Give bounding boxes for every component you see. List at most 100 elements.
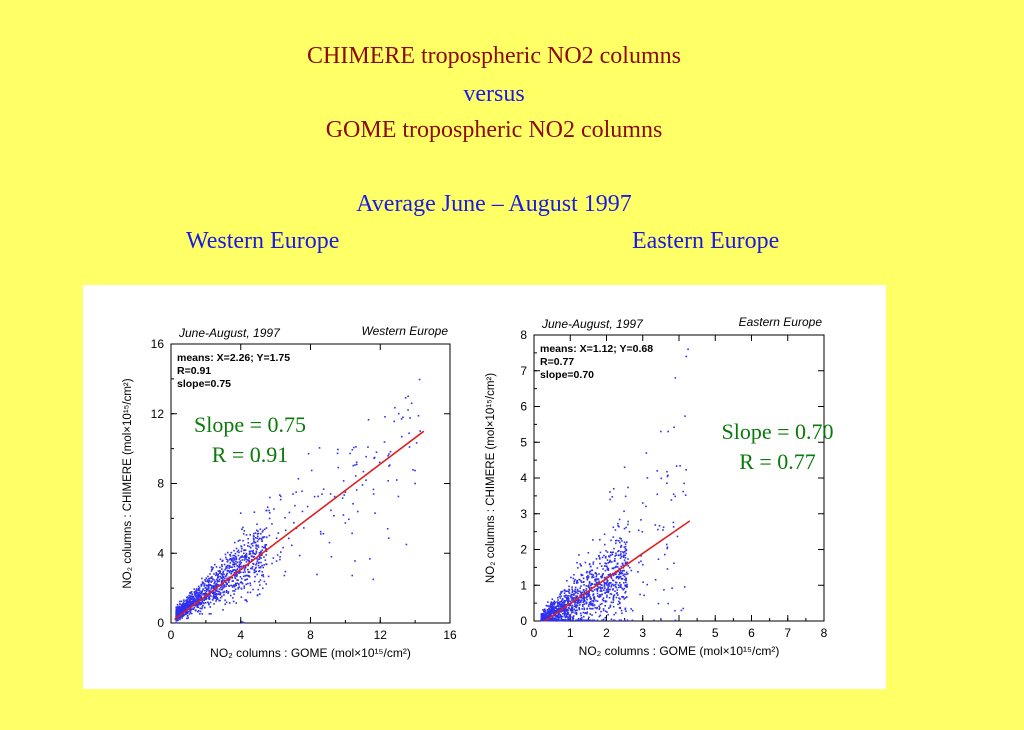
west-data-point bbox=[196, 600, 198, 602]
east-data-point bbox=[596, 589, 598, 591]
west-data-point bbox=[265, 563, 268, 566]
east-x-tick-label: 2 bbox=[603, 626, 610, 640]
west-data-point bbox=[214, 586, 216, 588]
east-data-point bbox=[548, 608, 550, 611]
east-data-point bbox=[620, 565, 622, 568]
east-data-point bbox=[587, 619, 589, 622]
east-data-point bbox=[598, 607, 601, 609]
west-data-point bbox=[227, 592, 229, 595]
west-period-label: June-August, 1997 bbox=[178, 326, 281, 340]
west-data-point bbox=[232, 590, 234, 592]
west-data-point bbox=[387, 480, 389, 482]
west-data-point bbox=[188, 613, 191, 615]
east-data-point bbox=[565, 597, 568, 599]
east-data-point bbox=[587, 551, 590, 554]
west-data-point bbox=[235, 547, 238, 550]
west-data-point bbox=[251, 545, 254, 547]
east-data-point bbox=[601, 576, 603, 578]
east-data-point bbox=[623, 550, 626, 553]
west-stats-line: means: X=2.26; Y=1.75 bbox=[177, 352, 290, 364]
west-data-point bbox=[232, 560, 234, 563]
west-data-point bbox=[202, 593, 204, 596]
east-data-point bbox=[575, 606, 578, 609]
west-data-point bbox=[202, 599, 204, 601]
east-data-point bbox=[567, 602, 569, 604]
west-data-point bbox=[255, 547, 257, 550]
east-data-point bbox=[586, 577, 589, 579]
west-data-point bbox=[197, 610, 200, 612]
west-data-point bbox=[215, 589, 217, 592]
west-data-point bbox=[236, 565, 238, 567]
west-data-point bbox=[233, 559, 235, 561]
east-x-tick-label: 7 bbox=[784, 626, 791, 640]
west-data-point bbox=[249, 582, 252, 585]
west-data-point bbox=[303, 527, 305, 529]
east-data-point bbox=[581, 604, 584, 606]
west-data-point bbox=[261, 549, 264, 552]
west-data-point bbox=[207, 601, 209, 604]
east-data-point bbox=[589, 613, 592, 615]
east-data-point bbox=[601, 584, 603, 586]
west-data-point bbox=[232, 580, 235, 582]
west-data-point bbox=[240, 571, 242, 574]
west-data-point bbox=[211, 576, 213, 578]
west-data-point bbox=[252, 537, 255, 540]
east-data-point bbox=[586, 611, 589, 614]
west-data-point bbox=[256, 594, 259, 597]
east-data-point bbox=[574, 586, 577, 589]
west-data-point bbox=[228, 602, 231, 604]
west-data-point bbox=[189, 596, 191, 599]
west-data-point bbox=[223, 591, 225, 594]
west-data-point bbox=[218, 569, 221, 572]
east-data-point bbox=[575, 601, 577, 604]
west-data-point bbox=[355, 461, 358, 464]
west-data-point bbox=[253, 571, 255, 574]
east-data-point bbox=[600, 565, 603, 567]
west-y-tick-label: 12 bbox=[151, 407, 165, 421]
east-data-point bbox=[570, 593, 573, 596]
east-data-point bbox=[601, 602, 603, 605]
west-data-point bbox=[248, 574, 250, 577]
west-data-point bbox=[254, 553, 257, 556]
east-data-point bbox=[563, 602, 565, 605]
west-data-point bbox=[208, 583, 210, 586]
east-data-point bbox=[552, 619, 555, 622]
east-data-point bbox=[549, 619, 551, 622]
west-data-point bbox=[352, 502, 354, 505]
west-data-point bbox=[213, 573, 215, 575]
west-data-point bbox=[251, 542, 254, 545]
west-data-point bbox=[247, 564, 249, 567]
east-data-point bbox=[596, 585, 599, 587]
east-data-point bbox=[624, 547, 627, 550]
west-data-point bbox=[279, 551, 282, 553]
east-data-point bbox=[593, 597, 595, 600]
east-data-point bbox=[611, 561, 613, 563]
west-data-point bbox=[246, 578, 249, 581]
east-data-point bbox=[620, 545, 622, 548]
west-data-point bbox=[229, 569, 232, 572]
west-data-point bbox=[210, 595, 212, 597]
west-data-point bbox=[234, 588, 237, 591]
west-data-point bbox=[242, 539, 244, 542]
east-data-point bbox=[618, 573, 620, 576]
east-data-point bbox=[667, 430, 669, 433]
east-data-point bbox=[594, 572, 597, 575]
east-data-point bbox=[604, 557, 607, 559]
west-data-point bbox=[343, 494, 345, 496]
west-data-point bbox=[249, 552, 251, 554]
east-data-point bbox=[622, 588, 625, 591]
west-data-point bbox=[255, 566, 257, 569]
east-data-point bbox=[606, 559, 609, 561]
west-data-point bbox=[233, 549, 235, 552]
east-data-point bbox=[584, 619, 587, 622]
west-data-point bbox=[301, 490, 303, 493]
east-data-point bbox=[579, 591, 582, 594]
west-data-point bbox=[184, 606, 186, 609]
east-data-point bbox=[613, 613, 615, 616]
west-data-point bbox=[176, 606, 179, 609]
east-data-point bbox=[623, 510, 625, 513]
west-data-point bbox=[184, 603, 187, 606]
east-data-point bbox=[624, 563, 627, 565]
east-data-point bbox=[563, 609, 565, 612]
